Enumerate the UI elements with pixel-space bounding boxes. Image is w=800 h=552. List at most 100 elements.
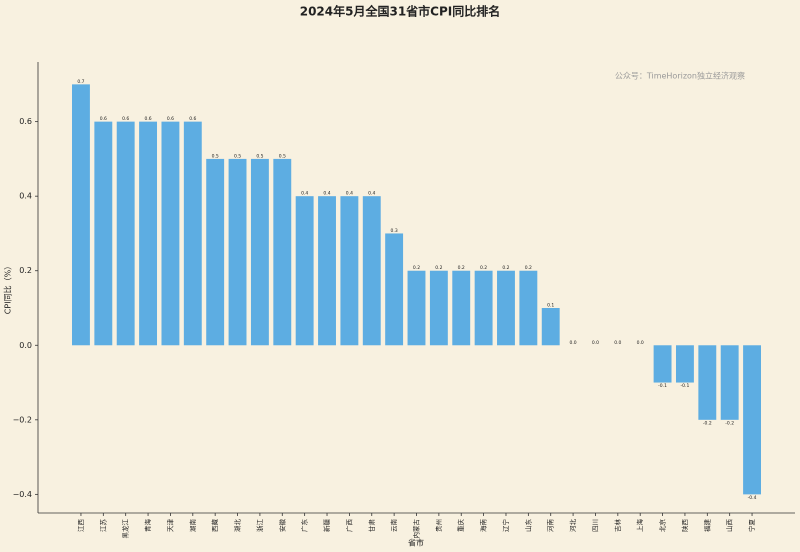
value-label: -0.4 bbox=[748, 495, 757, 501]
x-tick-label: 甘肃 bbox=[367, 519, 376, 533]
x-tick-label: 辽宁 bbox=[501, 519, 510, 533]
bar bbox=[116, 121, 135, 346]
bar bbox=[139, 121, 158, 346]
x-tick-label: 宁夏 bbox=[747, 519, 756, 533]
bar bbox=[497, 270, 515, 346]
x-tick-label: 广西 bbox=[344, 519, 353, 533]
x-tick-label: 北京 bbox=[658, 519, 667, 533]
value-label: 0.1 bbox=[547, 303, 554, 309]
y-tick-label: 0.0 bbox=[19, 341, 32, 350]
value-label: 0.5 bbox=[234, 153, 241, 159]
x-tick-label: 江苏 bbox=[98, 519, 107, 533]
value-label: 0.2 bbox=[525, 265, 532, 271]
bar bbox=[161, 121, 180, 346]
bar bbox=[720, 345, 739, 420]
value-label: 0.0 bbox=[637, 340, 644, 346]
value-label: 0.6 bbox=[100, 116, 107, 122]
value-label: 0.4 bbox=[323, 191, 330, 197]
x-axis-label: 省市 bbox=[408, 538, 424, 548]
x-tick-label: 湖北 bbox=[233, 519, 242, 533]
value-label: 0.7 bbox=[77, 79, 84, 85]
bar bbox=[675, 345, 694, 383]
bar bbox=[407, 270, 426, 346]
x-tick-label: 安徽 bbox=[277, 519, 286, 533]
y-tick-label: −0.4 bbox=[13, 490, 32, 499]
x-tick-label: 贵州 bbox=[434, 519, 443, 532]
x-tick-label: 海南 bbox=[479, 519, 488, 533]
value-label: 0.5 bbox=[279, 153, 286, 159]
x-tick-label: 浙江 bbox=[255, 519, 264, 533]
value-label: 0.2 bbox=[480, 265, 487, 271]
y-tick-label: 0.6 bbox=[19, 117, 32, 126]
bar bbox=[519, 270, 538, 346]
bar bbox=[698, 345, 717, 420]
value-label: 0.4 bbox=[301, 191, 308, 197]
value-label: 0.6 bbox=[122, 116, 129, 122]
bar bbox=[206, 158, 225, 346]
value-label: 0.6 bbox=[189, 116, 196, 122]
x-tick-label: 山西 bbox=[725, 519, 734, 533]
y-tick-label: 0.2 bbox=[19, 266, 32, 275]
value-label: -0.2 bbox=[703, 420, 712, 426]
x-tick-label: 吉林 bbox=[613, 519, 622, 533]
x-tick-label: 内蒙古 bbox=[412, 519, 421, 539]
chart-title: 2024年5月全国31省市CPI同比排名 bbox=[300, 4, 501, 19]
value-label: 0.5 bbox=[256, 153, 263, 159]
bar bbox=[474, 270, 493, 346]
value-label: 0.2 bbox=[458, 265, 465, 271]
x-tick-label: 西藏 bbox=[210, 519, 219, 533]
value-label: -0.2 bbox=[725, 420, 734, 426]
x-tick-label: 四川 bbox=[591, 519, 599, 532]
x-tick-label: 河北 bbox=[569, 519, 577, 533]
x-tick-label: 陕西 bbox=[680, 519, 689, 533]
bar bbox=[250, 158, 269, 346]
bar bbox=[295, 196, 314, 346]
y-tick-label: −0.2 bbox=[13, 415, 32, 424]
x-tick-label: 山东 bbox=[523, 519, 532, 533]
value-label: 0.4 bbox=[368, 191, 375, 197]
bar bbox=[72, 84, 90, 346]
value-label: 0.2 bbox=[502, 265, 509, 271]
value-label: 0.6 bbox=[144, 116, 151, 122]
y-tick-label: 0.4 bbox=[19, 192, 32, 201]
x-tick-label: 福建 bbox=[702, 519, 711, 533]
value-label: 0.3 bbox=[391, 228, 398, 234]
x-tick-label: 云南 bbox=[389, 519, 398, 533]
x-tick-label: 新疆 bbox=[322, 519, 331, 533]
bar bbox=[94, 121, 113, 346]
value-label: -0.1 bbox=[681, 383, 690, 389]
x-tick-label: 上海 bbox=[635, 519, 644, 533]
bar bbox=[541, 308, 560, 346]
value-label: 0.0 bbox=[570, 340, 577, 346]
value-label: 0.2 bbox=[413, 265, 420, 271]
x-tick-label: 河南 bbox=[546, 519, 555, 533]
x-tick-label: 广东 bbox=[300, 519, 309, 533]
bar bbox=[452, 270, 471, 346]
watermark: 公众号：TimeHorizon独立经济观察 bbox=[615, 71, 745, 81]
x-tick-label: 重庆 bbox=[456, 519, 465, 533]
bar bbox=[340, 196, 359, 346]
bar bbox=[385, 233, 404, 346]
bar bbox=[183, 121, 202, 346]
value-label: 0.4 bbox=[346, 191, 353, 197]
value-label: 0.0 bbox=[614, 340, 621, 346]
bar bbox=[429, 270, 448, 346]
value-label: 0.6 bbox=[167, 116, 174, 122]
value-label: -0.1 bbox=[658, 383, 667, 389]
x-tick-label: 湖南 bbox=[188, 519, 197, 533]
x-tick-label: 黑龙江 bbox=[121, 519, 130, 539]
y-axis-label: CPI同比（%） bbox=[3, 262, 13, 314]
x-tick-label: 天津 bbox=[166, 519, 174, 533]
x-tick-label: 青海 bbox=[143, 519, 152, 533]
value-label: 0.2 bbox=[435, 265, 442, 271]
x-tick-label: 江西 bbox=[77, 519, 85, 533]
bar bbox=[743, 345, 761, 495]
bar bbox=[273, 158, 292, 346]
bar bbox=[318, 196, 336, 346]
value-label: 0.5 bbox=[212, 153, 219, 159]
bar bbox=[362, 196, 381, 346]
bar bbox=[653, 345, 672, 383]
bar bbox=[228, 158, 247, 346]
